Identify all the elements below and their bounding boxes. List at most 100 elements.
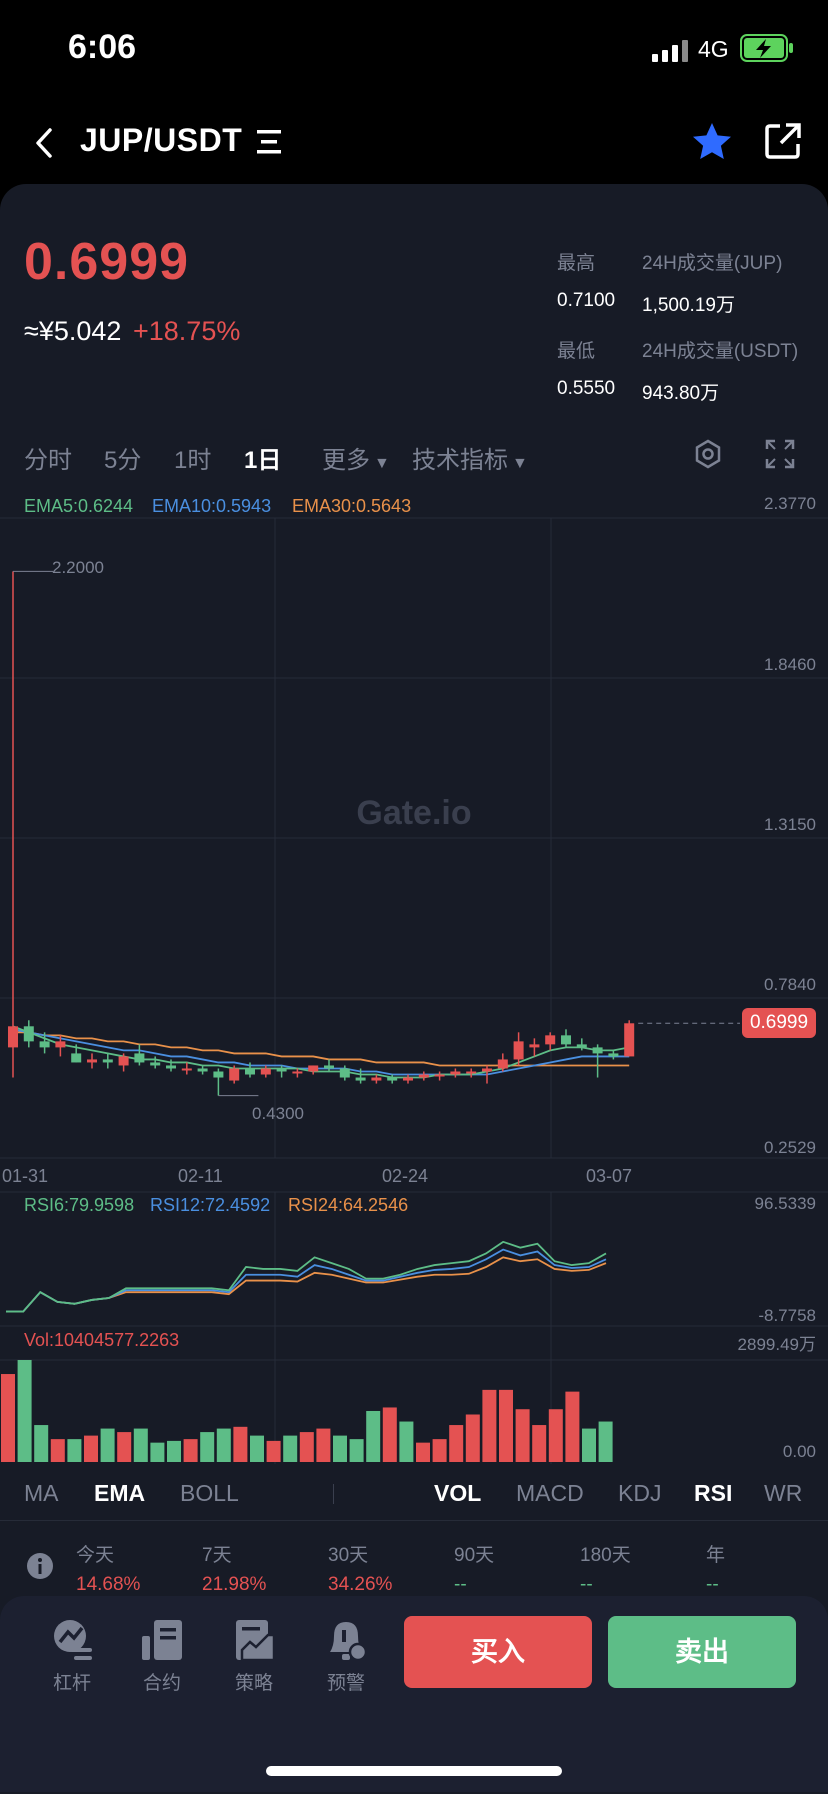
tab-macd[interactable]: MACD: [516, 1480, 584, 1506]
sell-button[interactable]: 卖出: [608, 1616, 796, 1688]
volume-bar: [349, 1439, 364, 1462]
candle-body: [87, 1059, 97, 1063]
info-icon[interactable]: [26, 1552, 54, 1580]
rsi6-label: RSI6:79.9598: [24, 1195, 135, 1215]
perf-label: 90天: [454, 1545, 495, 1566]
candle-body: [150, 1062, 161, 1066]
vol-base-value: 1,500.19万: [642, 295, 735, 316]
price-change: +18.75%: [133, 316, 241, 346]
perf-label: 年: [706, 1545, 726, 1566]
volume-bar: [100, 1428, 115, 1462]
futures-label[interactable]: 合约: [142, 1673, 181, 1694]
x-axis-label: 02-24: [382, 1166, 429, 1186]
volume-bar: [200, 1432, 215, 1462]
leverage-icon[interactable]: [48, 1616, 96, 1664]
ema10-line: [12, 1028, 630, 1076]
last-price-tag: 0.6999: [742, 1008, 816, 1038]
candle-body: [450, 1071, 461, 1075]
rsi24-line: [6, 1256, 607, 1313]
perf-value: 21.98%: [202, 1574, 267, 1595]
candle-body: [482, 1068, 492, 1072]
y-axis-label: 1.8460: [764, 655, 816, 674]
y-axis-label: 1.3150: [764, 815, 816, 834]
gate-watermark: Gate.io: [356, 794, 471, 832]
tab-5min[interactable]: 5分: [104, 447, 142, 474]
tab-ma[interactable]: MA: [24, 1480, 59, 1506]
pair-title[interactable]: JUP/USDT: [80, 122, 243, 158]
ema10-label: EMA10:0.5943: [152, 496, 272, 516]
y-axis-label: 0.7840: [764, 975, 816, 994]
candle-body: [608, 1053, 619, 1057]
favorite-star-icon[interactable]: [690, 120, 734, 164]
tab-timeline[interactable]: 分时: [24, 447, 72, 474]
candle-body: [166, 1065, 176, 1069]
candle-body: [529, 1044, 540, 1048]
tab-1day[interactable]: 1日: [244, 447, 282, 474]
candle-body: [434, 1074, 445, 1077]
rsi24-label: RSI24:64.2546: [288, 1195, 409, 1215]
low-marker: 0.4300: [252, 1104, 304, 1123]
candle-body: [545, 1035, 556, 1045]
candle-body: [292, 1071, 303, 1074]
futures-icon[interactable]: [138, 1616, 186, 1664]
tab-wr[interactable]: WR: [764, 1480, 803, 1506]
vol-y-bottom: 0.00: [782, 1442, 816, 1461]
candlestick-chart[interactable]: Gate.io: [0, 480, 828, 1480]
vol-y-top: 2899.49万: [737, 1335, 816, 1354]
volume-bar: [117, 1432, 132, 1462]
strategy-icon[interactable]: [230, 1616, 278, 1664]
ema30-line: [13, 1031, 630, 1067]
divider: [0, 1520, 828, 1521]
ema-lines: [12, 1025, 630, 1079]
volume-bar: [532, 1425, 547, 1462]
volume-bar: [548, 1409, 563, 1462]
volume-bar: [216, 1428, 231, 1462]
candle-body: [592, 1047, 603, 1054]
candle-body: [371, 1077, 382, 1081]
candle-body: [8, 1026, 18, 1048]
volume-bar: [133, 1428, 148, 1462]
volume-bar: [482, 1389, 497, 1462]
fullscreen-icon[interactable]: [764, 438, 796, 470]
perf-value: 14.68%: [76, 1574, 141, 1595]
buy-button[interactable]: 买入: [404, 1616, 592, 1688]
strategy-label[interactable]: 策略: [234, 1673, 273, 1694]
chevron-down-icon: ▼: [512, 455, 528, 472]
candle-body: [624, 1023, 635, 1057]
perf-label: 180天: [580, 1545, 631, 1566]
high-label: 最高: [557, 253, 596, 274]
back-arrow-icon[interactable]: [24, 120, 64, 166]
tab-rsi[interactable]: RSI: [694, 1480, 733, 1506]
chart-settings-icon[interactable]: [692, 438, 724, 470]
tab-boll[interactable]: BOLL: [180, 1480, 239, 1506]
perf-label: 7天: [202, 1545, 232, 1566]
candle-body: [513, 1041, 524, 1060]
volume-bar: [582, 1428, 596, 1462]
alert-icon[interactable]: [322, 1616, 370, 1664]
volume-bar: [250, 1435, 264, 1462]
candle-body: [276, 1068, 287, 1072]
candle-body: [102, 1059, 113, 1063]
ema5-label: EMA5:0.6244: [24, 496, 134, 516]
rsi-y-bottom: -8.7758: [758, 1306, 816, 1325]
tab-1hour[interactable]: 1时: [174, 447, 212, 474]
volume-bar: [515, 1409, 530, 1462]
tab-indicators[interactable]: 技术指标 ▼: [412, 440, 528, 475]
tab-kdj[interactable]: KDJ: [618, 1480, 662, 1506]
volume-bar: [465, 1414, 480, 1462]
share-icon[interactable]: [762, 120, 804, 162]
candle-body: [418, 1074, 429, 1078]
low-value: 0.5550: [557, 378, 616, 399]
pair-menu-icon[interactable]: [254, 128, 284, 156]
leverage-label[interactable]: 杠杆: [52, 1673, 91, 1694]
x-axis-label: 01-31: [2, 1166, 49, 1186]
candle-body: [229, 1068, 240, 1081]
market-panel: [0, 184, 828, 1794]
tab-vol[interactable]: VOL: [434, 1480, 482, 1506]
alert-label[interactable]: 预警: [326, 1673, 365, 1694]
tab-more-label: 更多: [322, 447, 370, 474]
volume-bar: [382, 1407, 397, 1462]
tab-ema[interactable]: EMA: [94, 1480, 146, 1506]
tab-more[interactable]: 更多 ▼: [322, 440, 390, 475]
volume-bar: [565, 1391, 580, 1462]
